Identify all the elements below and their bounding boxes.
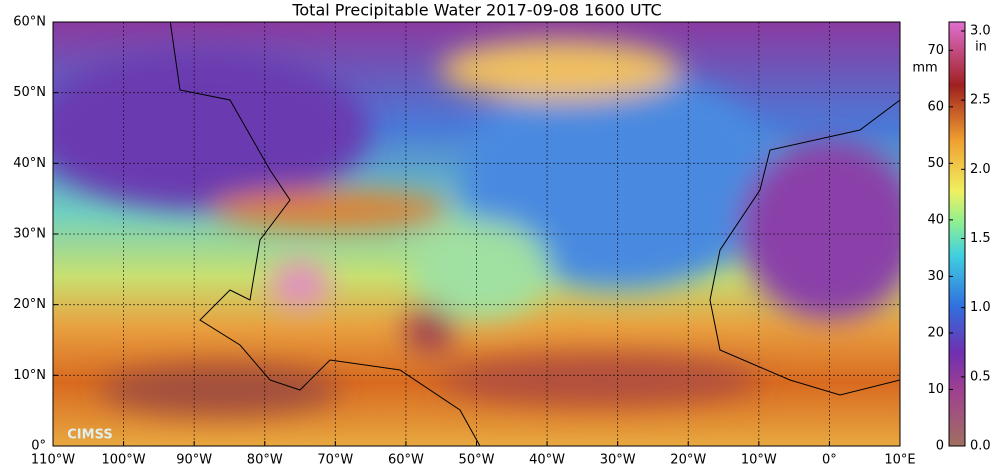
mm-tick-label: 10 xyxy=(927,382,944,397)
mm-tick-label: 30 xyxy=(927,269,944,284)
x-tick-label: 80°W xyxy=(247,453,283,468)
x-tick-label: 50°W xyxy=(459,453,495,468)
x-tick-label: 60°W xyxy=(388,453,424,468)
x-tick-label: 10°E xyxy=(884,453,915,468)
x-tick-label: 110°W xyxy=(31,453,75,468)
y-tick-label: 0° xyxy=(31,439,46,454)
y-tick-label: 30°N xyxy=(13,227,46,242)
colorbar xyxy=(948,21,966,447)
in-tick-label: 0.5 xyxy=(970,369,991,384)
mm-tick-label: 20 xyxy=(927,325,944,340)
y-tick-label: 50°N xyxy=(13,85,46,100)
x-tick-label: 30°W xyxy=(600,453,636,468)
x-tick-label: 70°W xyxy=(317,453,353,468)
mm-tick-label: 40 xyxy=(927,212,944,227)
title: Total Precipitable Water 2017-09-08 1600… xyxy=(291,1,661,20)
x-tick-label: 40°W xyxy=(529,453,565,468)
logo: CIMSS xyxy=(67,428,112,443)
in-tick-label: 3.0 xyxy=(970,23,991,38)
colorbar-unit-in: in xyxy=(975,40,987,55)
mm-tick-label: 60 xyxy=(927,99,944,114)
mm-tick-label: 50 xyxy=(927,156,944,171)
in-tick-label: 2.0 xyxy=(970,162,991,177)
mm-tick-label: 70 xyxy=(927,43,944,58)
x-tick-label: 0° xyxy=(822,453,837,468)
x-tick-label: 20°W xyxy=(670,453,706,468)
x-tick-label: 90°W xyxy=(176,453,212,468)
y-tick-label: 40°N xyxy=(13,156,46,171)
y-tick-label: 60°N xyxy=(13,15,46,30)
y-tick-label: 20°N xyxy=(13,297,46,312)
x-tick-label: 100°W xyxy=(101,453,145,468)
y-tick-label: 10°N xyxy=(13,368,46,383)
in-tick-label: 0.0 xyxy=(970,439,991,454)
colorbar-unit-mm: mm xyxy=(912,61,937,76)
in-tick-label: 1.5 xyxy=(970,231,991,246)
in-tick-label: 2.5 xyxy=(970,93,991,108)
in-tick-label: 1.0 xyxy=(970,300,991,315)
x-tick-label: 10°W xyxy=(741,453,777,468)
tpw-imagery xyxy=(53,22,900,446)
mm-tick-label: 0 xyxy=(936,439,944,454)
